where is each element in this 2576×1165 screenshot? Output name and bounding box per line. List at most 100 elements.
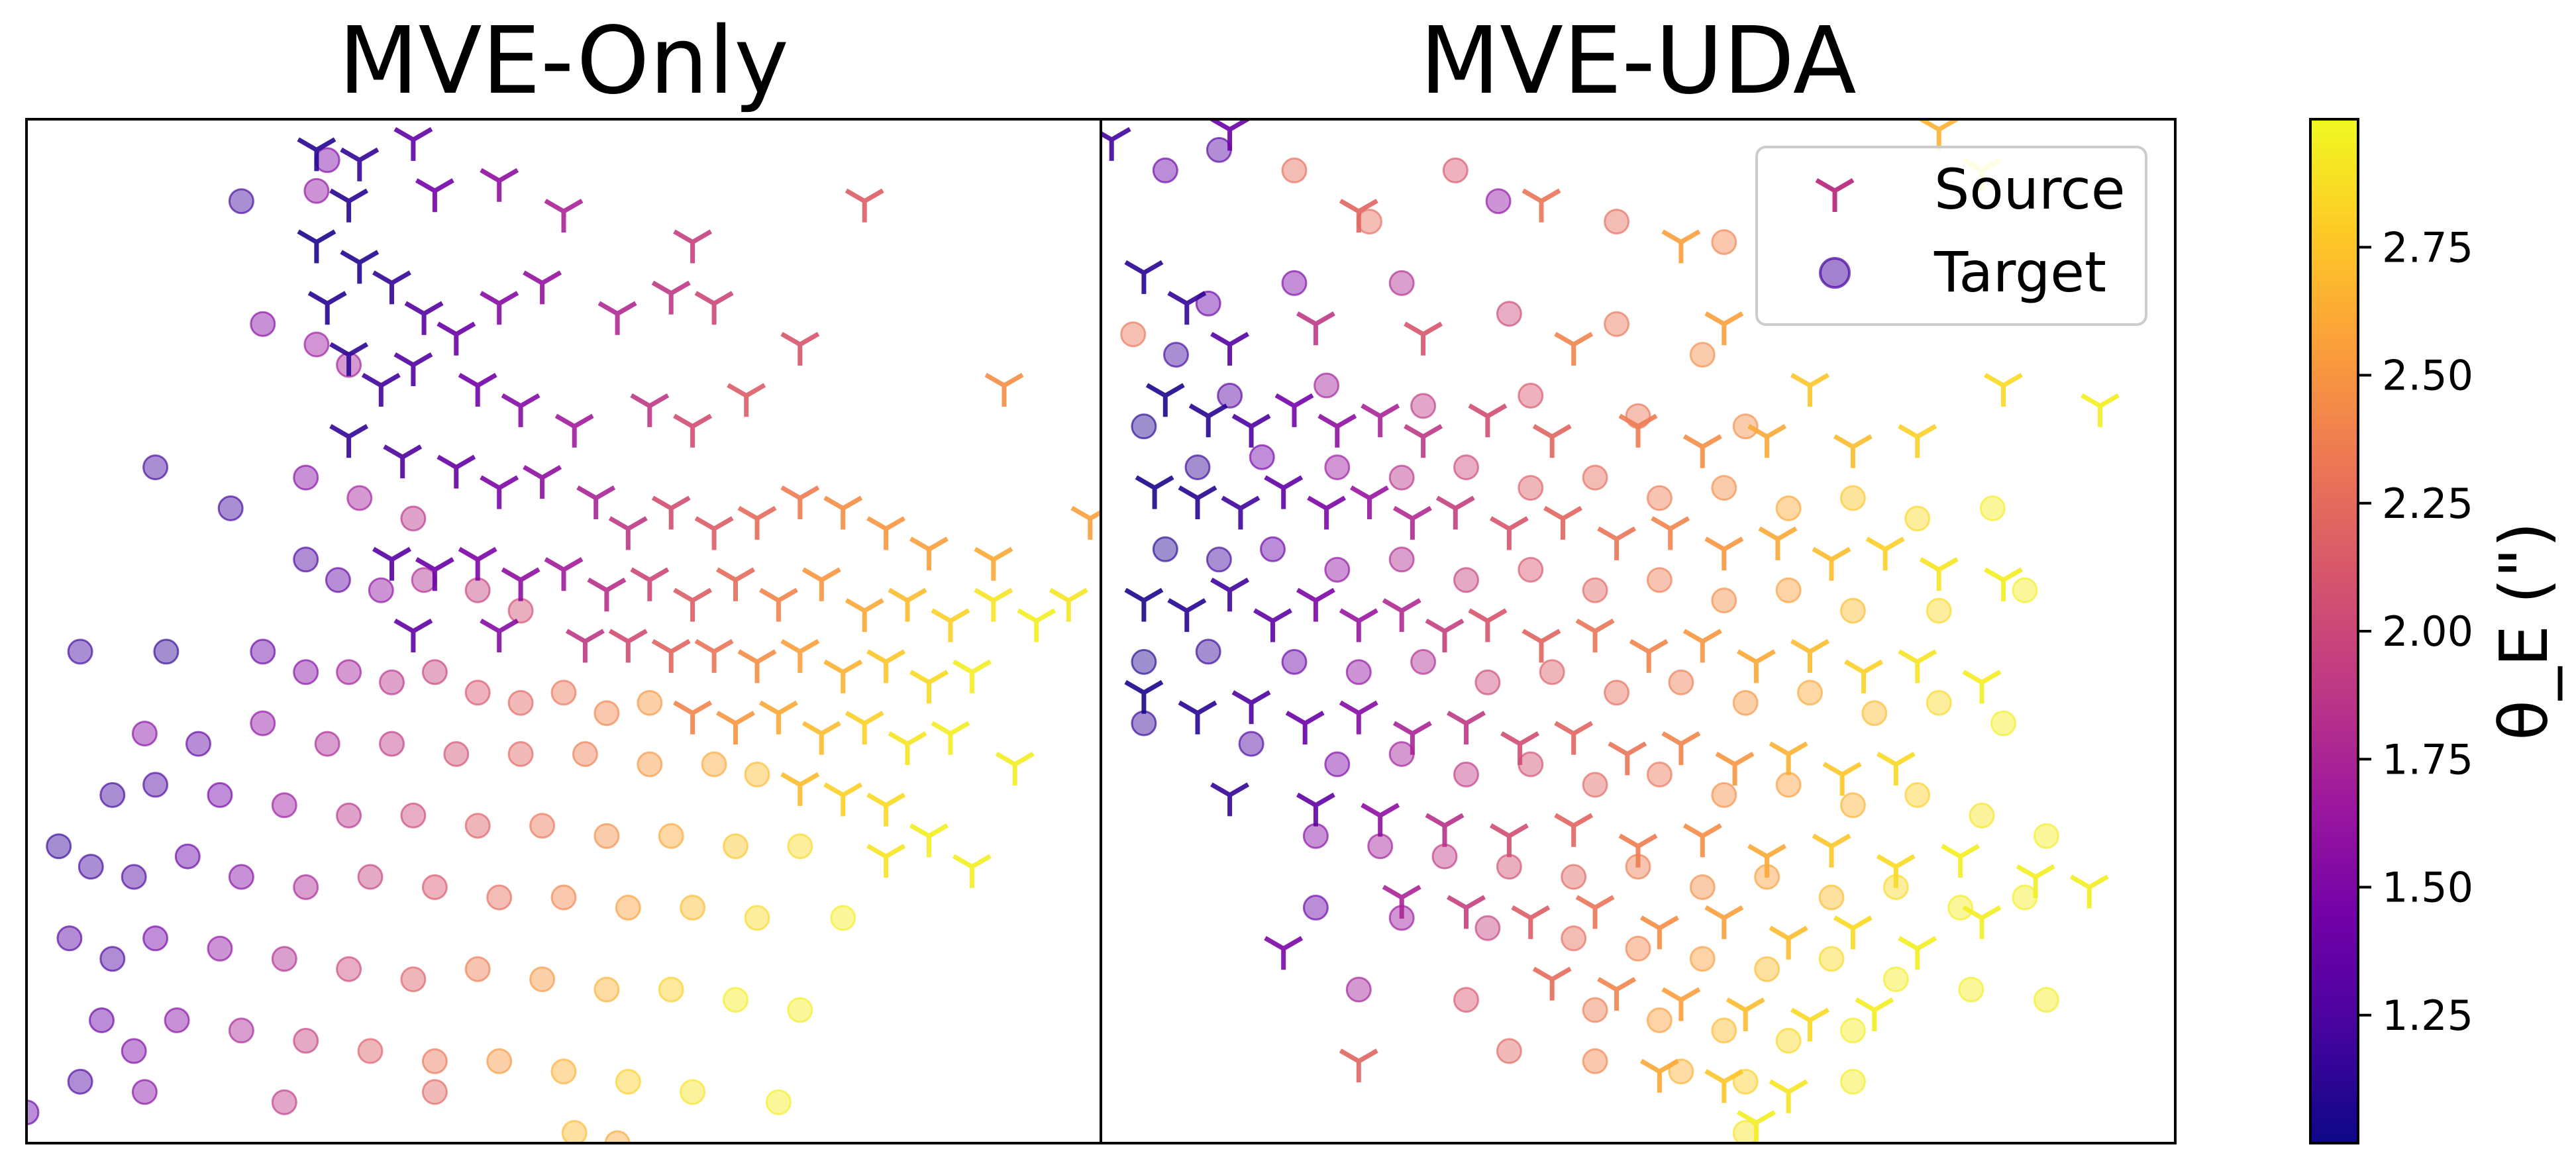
source-point [1639,1058,1679,1093]
target-point [1775,772,1802,798]
source-point [1521,629,1561,663]
target-point [1453,761,1479,787]
target-point [99,782,126,808]
target-point [293,874,319,900]
source-point [1361,803,1400,837]
target-point [400,802,427,829]
target-point [765,1089,792,1115]
source-point [673,229,713,264]
source-point [1554,721,1594,755]
target-point [1689,946,1716,972]
target-point [56,925,83,952]
target-point [228,188,254,215]
source-point [1532,424,1572,458]
target-point [637,751,663,778]
target-point [1839,485,1866,511]
source-point [823,659,863,693]
target-point [1496,854,1522,880]
target-point [1882,966,1909,993]
target-point [1818,946,1845,972]
source-point [1167,598,1207,633]
source-point [1704,311,1744,346]
source-point [1145,383,1185,417]
source-point [1221,495,1261,530]
target-point [1152,157,1178,183]
source-point [1715,751,1755,785]
target-point [1431,843,1458,870]
target-point [185,731,211,757]
target-point [1345,659,1372,685]
source-point [1639,915,1679,950]
target-point [658,976,684,1003]
target-point [217,495,244,521]
target-point [153,638,180,665]
source-point [1307,495,1347,530]
source-point [673,587,713,622]
target-point [593,976,620,1003]
source-point [1101,127,1131,161]
source-point [1285,711,1325,745]
source-point [608,629,648,663]
source-point [845,188,884,223]
target-point [1324,751,1351,778]
source-point [1382,884,1421,919]
source-point [1124,260,1164,294]
source-point [544,557,584,591]
source-point [1597,526,1637,560]
source-point [694,516,734,550]
target-point [507,741,534,767]
target-point [303,331,330,358]
source-point [1747,844,1787,878]
target-point [464,577,491,603]
target-point [271,792,297,819]
target-point [2012,884,2038,911]
source-point [1296,311,1335,346]
source-point [1188,403,1228,438]
source-point [1844,659,1884,693]
target-point [1238,731,1264,757]
source-point [480,168,519,202]
target-point [787,833,813,860]
target-point [1668,669,1694,695]
target-point [1797,680,1823,706]
source-point [404,301,444,335]
target-point [1604,311,1630,337]
target-point [1947,894,1974,921]
source-point [1790,1007,1829,1042]
source-point [780,485,820,519]
source-point [630,393,670,427]
target-point [1120,321,1147,348]
target-point [1646,1007,1673,1033]
colorbar-tick-label: 2.25 [2382,480,2473,528]
source-point [1392,505,1432,540]
target-point [1582,577,1608,603]
target-point [1926,689,1952,716]
target-point [1453,454,1479,481]
target-point [830,905,856,931]
target-point [1518,556,1544,583]
target-point [207,935,233,962]
source-point [1382,598,1421,633]
target-point [1131,710,1157,736]
legend-target-label: Target [1933,240,2106,305]
source-point [845,711,884,745]
target-point [293,659,319,685]
source-point [1769,741,1808,776]
source-point [1210,332,1250,366]
target-point [1582,464,1608,491]
target-point [1958,976,1984,1003]
source-point [1489,516,1529,550]
target-point [421,1048,448,1074]
target-point [346,485,373,511]
source-point [1404,424,1443,458]
target-point [1249,444,1275,470]
source-point [480,475,519,509]
target-point [723,833,748,860]
target-point [604,1130,631,1143]
source-point [1264,475,1304,509]
source-point [1575,895,1615,929]
target-point [1518,475,1544,501]
target-point [357,864,384,890]
target-point [1561,925,1587,952]
source-point [823,495,863,530]
